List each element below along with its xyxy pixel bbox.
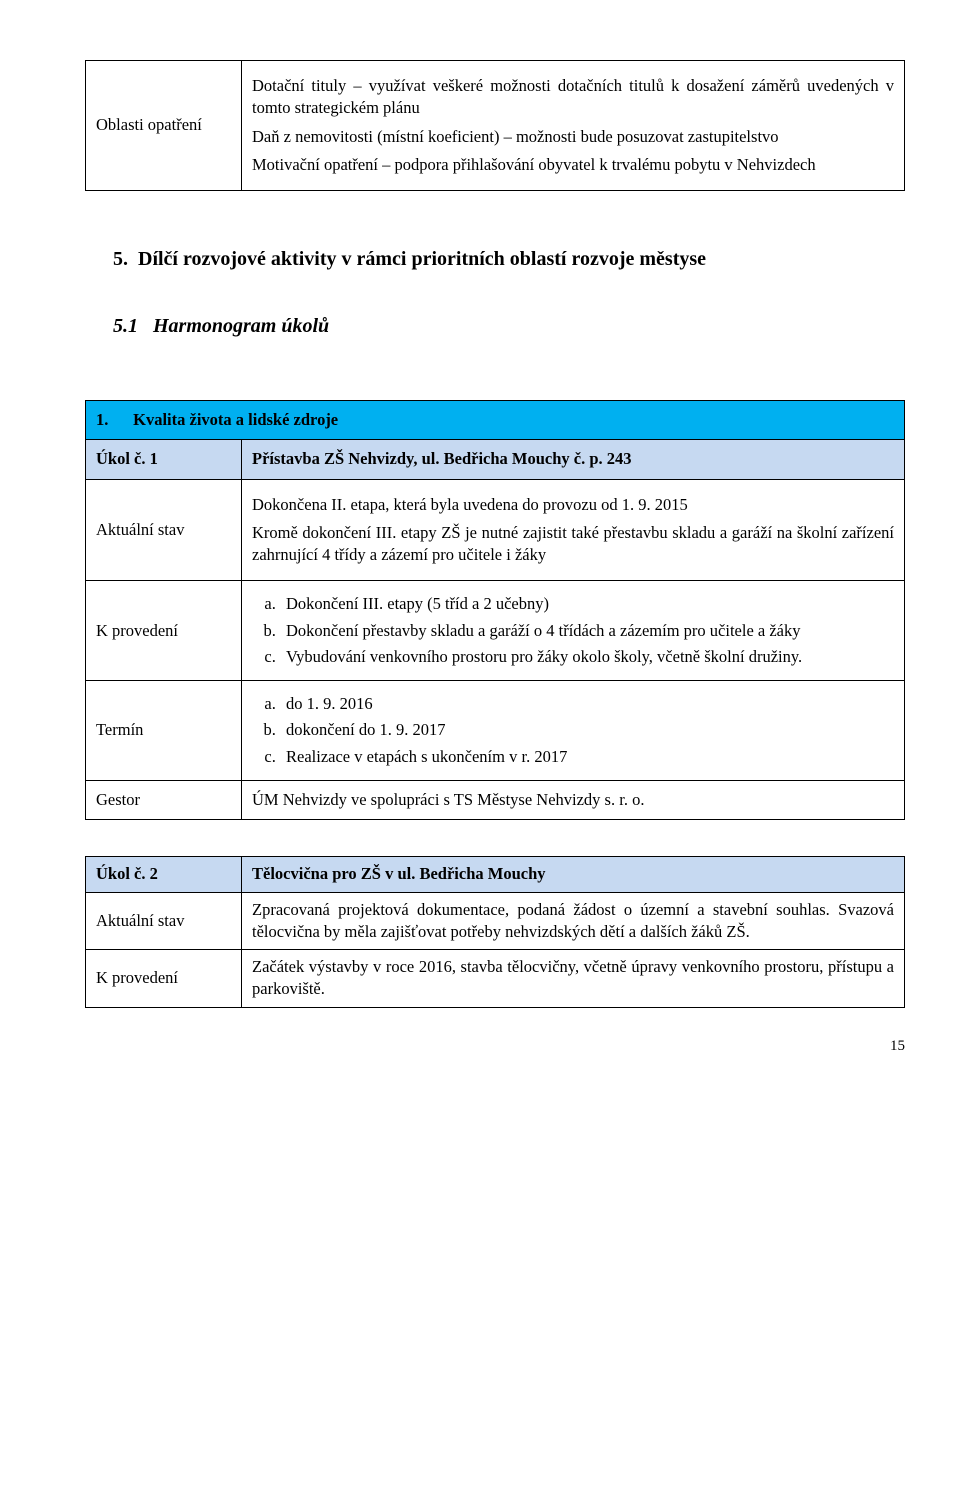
task-1-kprov-label: K provedení <box>86 581 242 681</box>
section-5-num: 5. <box>113 248 128 270</box>
section-5-heading: 5. Dílčí rozvojové aktivity v rámci prio… <box>113 246 905 273</box>
measures-p2: Daň z nemovitosti (místní koeficient) – … <box>252 126 894 148</box>
task-1-kprov-body: Dokončení III. etapy (5 tříd a 2 učebny)… <box>242 581 905 681</box>
task-1-category-text: Kvalita života a lidské zdroje <box>133 410 338 429</box>
measures-p3: Motivační opatření – podpora přihlašován… <box>252 154 894 176</box>
task-1-termin-b: dokončení do 1. 9. 2017 <box>280 719 894 741</box>
task-1-termin-a: do 1. 9. 2016 <box>280 693 894 715</box>
task-1-gestor-label: Gestor <box>86 780 242 819</box>
task-1-termin-label: Termín <box>86 681 242 781</box>
task-1-aktualni-label: Aktuální stav <box>86 479 242 581</box>
task-1-termin-body: do 1. 9. 2016 dokončení do 1. 9. 2017 Re… <box>242 681 905 781</box>
task-1-gestor-text: ÚM Nehvizdy ve spolupráci s TS Městyse N… <box>242 780 905 819</box>
task-1-kprov-a: Dokončení III. etapy (5 tříd a 2 učebny) <box>280 593 894 615</box>
task-1-title: Přístavba ZŠ Nehvizdy, ul. Bedřicha Mouc… <box>242 440 905 479</box>
task-1-id-label: Úkol č. 1 <box>86 440 242 479</box>
task-1-table: 1. Kvalita života a lidské zdroje Úkol č… <box>85 400 905 820</box>
task-2-aktualni-text: Zpracovaná projektová dokumentace, podan… <box>242 892 905 950</box>
section-5-1-num: 5.1 <box>113 315 138 337</box>
task-1-kprov-c: Vybudování venkovního prostoru pro žáky … <box>280 646 894 668</box>
task-1-aktualni-p1: Dokončena II. etapa, která byla uvedena … <box>252 494 894 516</box>
measures-left-label: Oblasti opatření <box>86 61 242 191</box>
task-1-category-num: 1. <box>96 410 108 429</box>
measures-body: Dotační tituly – využívat veškeré možnos… <box>242 61 905 191</box>
task-2-kprov-label: K provedení <box>86 950 242 1008</box>
task-1-kprov-b: Dokončení přestavby skladu a garáží o 4 … <box>280 620 894 642</box>
section-5-1-text: Harmonogram úkolů <box>153 315 329 337</box>
task-2-kprov-text: Začátek výstavby v roce 2016, stavba těl… <box>242 950 905 1008</box>
task-2-aktualni-label: Aktuální stav <box>86 892 242 950</box>
task-1-kprov-list: Dokončení III. etapy (5 tříd a 2 učebny)… <box>252 593 894 668</box>
page-number: 15 <box>85 1036 905 1056</box>
section-5-text: Dílčí rozvojové aktivity v rámci priorit… <box>138 248 706 270</box>
task-2-table: Úkol č. 2 Tělocvična pro ZŠ v ul. Bedřic… <box>85 856 905 1007</box>
task-1-category-header: 1. Kvalita života a lidské zdroje <box>86 401 905 440</box>
task-2-id-label: Úkol č. 2 <box>86 857 242 892</box>
task-2-title: Tělocvična pro ZŠ v ul. Bedřicha Mouchy <box>242 857 905 892</box>
task-1-termin-list: do 1. 9. 2016 dokončení do 1. 9. 2017 Re… <box>252 693 894 768</box>
section-5-1-heading: 5.1 Harmonogram úkolů <box>113 313 905 340</box>
task-1-aktualni-p2: Kromě dokončení III. etapy ZŠ je nutné z… <box>252 522 894 567</box>
measures-p1: Dotační tituly – využívat veškeré možnos… <box>252 75 894 120</box>
task-1-termin-c: Realizace v etapách s ukončením v r. 201… <box>280 746 894 768</box>
measures-table: Oblasti opatření Dotační tituly – využív… <box>85 60 905 191</box>
task-1-aktualni-body: Dokončena II. etapa, která byla uvedena … <box>242 479 905 581</box>
